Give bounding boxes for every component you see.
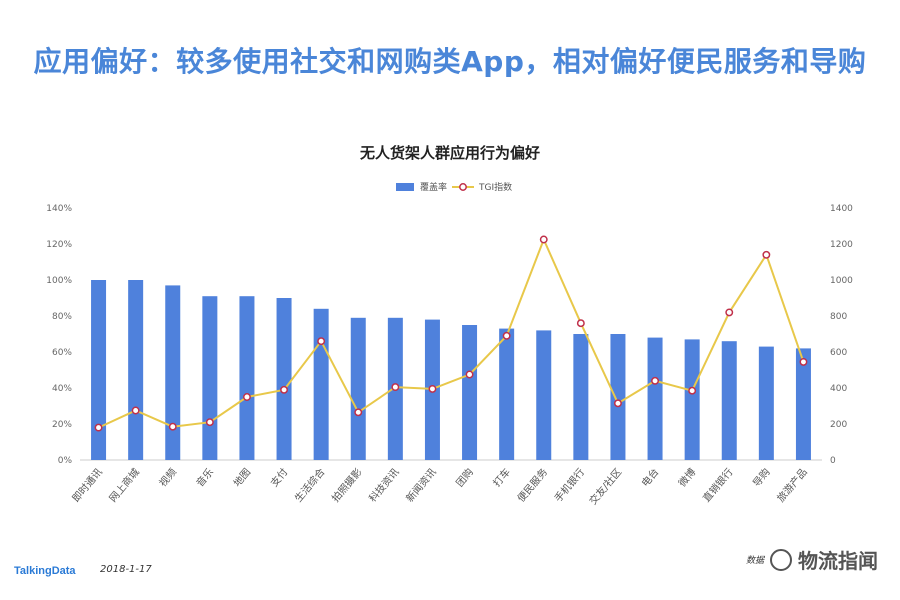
tgi-point <box>502 331 511 340</box>
y-right-tick-label: 1400 <box>830 204 853 214</box>
x-tick-label: 支付 <box>268 466 291 490</box>
x-tick-label: 团购 <box>453 466 476 490</box>
legend-swatch-bar <box>396 183 414 191</box>
tgi-point <box>94 423 103 432</box>
tgi-point <box>243 393 251 401</box>
x-tick-label: 直销银行 <box>700 466 736 505</box>
bar <box>795 348 811 460</box>
watermark-name: 物流指闻 <box>798 549 878 573</box>
tgi-point <box>539 235 548 244</box>
bar <box>202 296 218 460</box>
tgi-point <box>762 250 771 259</box>
tgi-point <box>465 370 474 379</box>
bar <box>499 328 515 460</box>
tgi-point <box>131 406 140 415</box>
x-tick-label: 视频 <box>156 466 179 490</box>
y-right-tick-label: 400 <box>830 384 847 394</box>
legend-swatch-marker <box>459 183 467 191</box>
tgi-point <box>651 376 659 385</box>
x-tick-label: 地图 <box>230 466 253 490</box>
bar <box>758 346 774 460</box>
y-left-tick-label: 100% <box>46 276 72 286</box>
tgi-point <box>354 408 363 417</box>
wechat-logo-icon <box>770 548 792 571</box>
bar <box>128 280 144 460</box>
report-date: 2018-1-17 <box>100 564 152 575</box>
bar <box>536 330 552 460</box>
y-left-tick-label: 140% <box>46 204 72 214</box>
bar <box>684 339 700 460</box>
tgi-point <box>614 399 622 408</box>
y-left-tick-label: 80% <box>52 312 72 322</box>
tgi-point <box>725 308 734 317</box>
legend-label-line: TGI指数 <box>478 181 512 193</box>
x-tick-label: 网上商城 <box>106 466 142 505</box>
x-tick-label: 微博 <box>676 466 699 490</box>
tgi-point <box>280 385 288 394</box>
bar <box>313 308 329 460</box>
bar <box>573 334 589 460</box>
legend-label-bar: 覆盖率 <box>420 181 447 193</box>
x-tick-label: 手机银行 <box>551 466 587 505</box>
x-tick-label: 便民服务 <box>514 466 550 505</box>
y-right-tick-label: 1200 <box>830 240 853 250</box>
y-left-tick-label: 20% <box>52 420 72 430</box>
bar <box>165 285 181 460</box>
y-right-tick-label: 1000 <box>830 276 853 286</box>
x-tick-label: 即时通讯 <box>70 466 105 504</box>
tgi-point <box>205 418 214 427</box>
bar <box>91 280 107 460</box>
tgi-point <box>168 422 177 431</box>
x-tick-label: 新闻资讯 <box>403 466 439 505</box>
bar <box>239 296 255 460</box>
y-left-tick-label: 40% <box>52 384 72 394</box>
watermark: 数据 物流指闻 <box>746 545 878 574</box>
y-right-tick-label: 600 <box>830 348 847 358</box>
tgi-point <box>688 386 697 395</box>
y-right-tick-label: 800 <box>830 312 847 322</box>
brand-logo-text: TalkingData <box>14 565 76 577</box>
x-tick-label: 导购 <box>750 466 773 490</box>
tgi-point <box>428 384 437 393</box>
y-left-tick-label: 0% <box>58 456 73 466</box>
tgi-point <box>799 357 808 366</box>
bar <box>462 325 478 460</box>
x-tick-label: 科技资讯 <box>366 466 402 505</box>
bar <box>276 298 292 460</box>
x-tick-label: 电台 <box>639 466 662 490</box>
x-tick-label: 交友/社区 <box>586 466 624 508</box>
bar <box>350 317 366 460</box>
x-tick-label: 音乐 <box>193 466 216 490</box>
x-tick-label: 打车 <box>490 466 513 490</box>
bar <box>610 334 626 460</box>
bar <box>647 337 663 460</box>
y-left-tick-label: 60% <box>52 348 72 358</box>
chart-title: 无人货架人群应用行为偏好 <box>359 144 540 162</box>
y-right-tick-label: 0 <box>830 456 836 466</box>
tgi-point <box>391 383 400 392</box>
tgi-line <box>98 236 805 429</box>
tgi-point <box>576 319 585 328</box>
slide-headline: 应用偏好：较多使用社交和网购类App，相对偏好便民服务和导购 <box>33 45 867 78</box>
x-tick-label: 生活综合 <box>292 466 328 505</box>
bar <box>721 341 737 460</box>
y-left-tick-label: 120% <box>46 240 72 250</box>
y-right-tick-label: 200 <box>830 420 847 430</box>
tgi-point <box>317 337 326 346</box>
x-tick-label: 拍照摄影 <box>329 466 365 505</box>
source-label: 数据 <box>745 556 764 566</box>
x-tick-label: 旅游产品 <box>774 466 810 505</box>
